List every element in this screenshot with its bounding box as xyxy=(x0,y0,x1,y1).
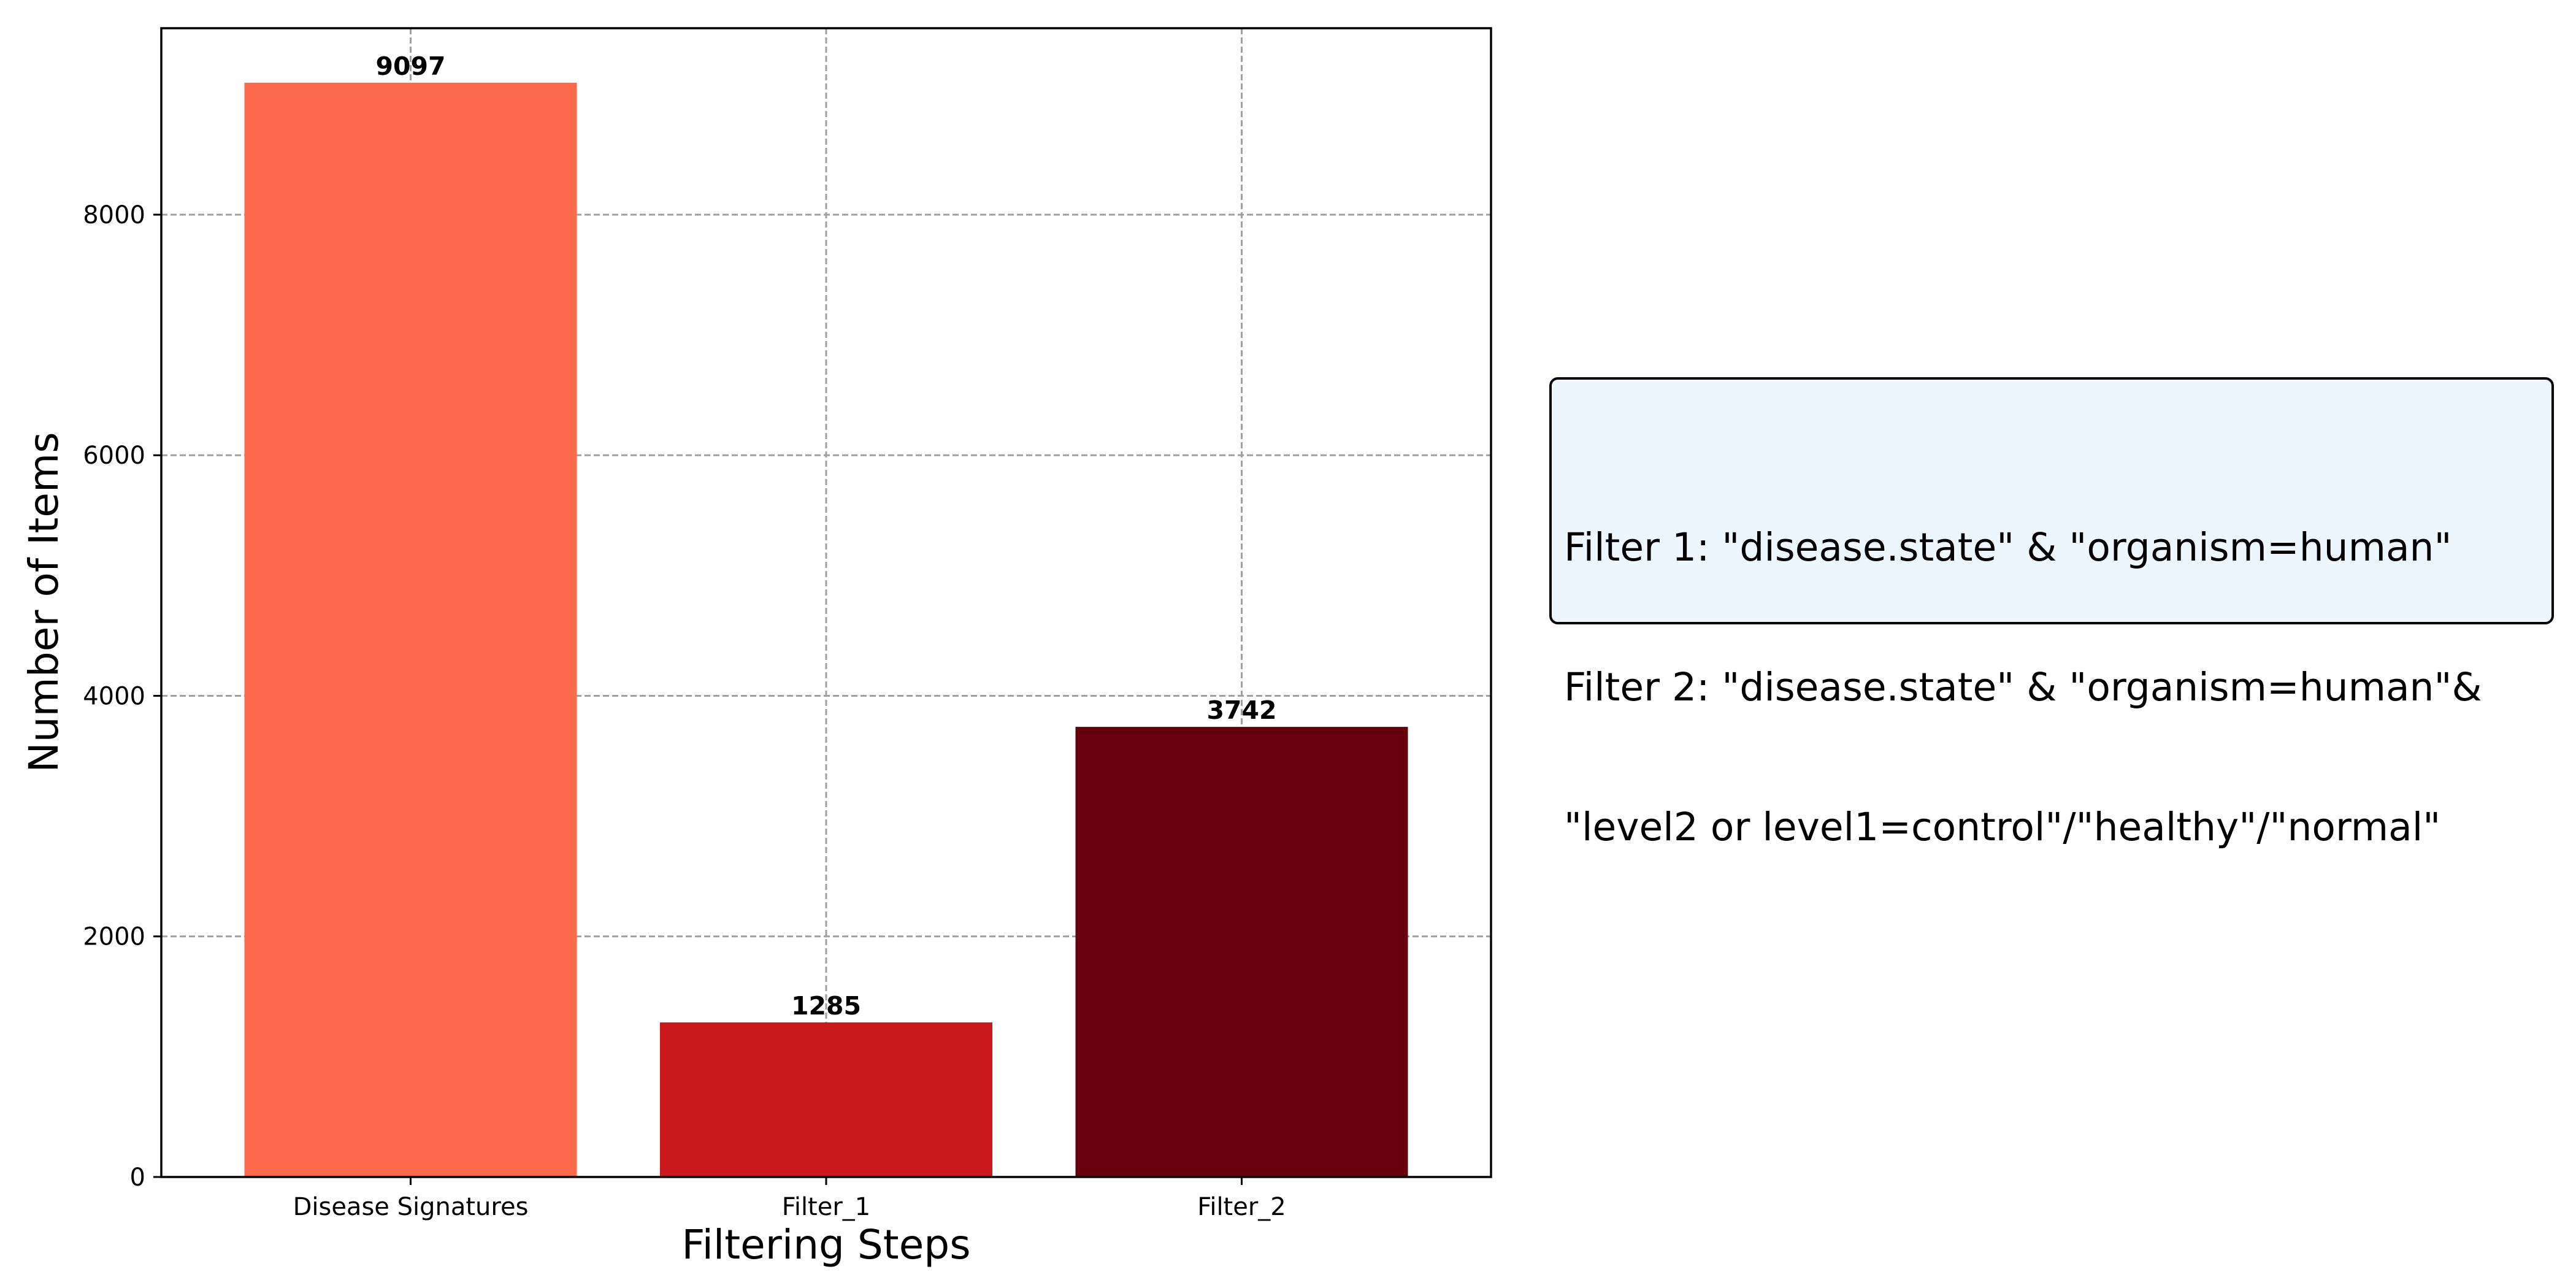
x-tick-label: Disease Signatures xyxy=(293,1193,529,1221)
filter-1-description: Filter 1: "disease.state" & "organism=hu… xyxy=(1564,525,2452,570)
data-labels: 9097 1285 3742 xyxy=(375,52,1276,1021)
bar-value-label: 3742 xyxy=(1206,696,1276,725)
bar-filter-1 xyxy=(660,1022,992,1177)
y-tick-label: 8000 xyxy=(83,201,145,229)
axis-ticks: 0 2000 4000 6000 8000 Disease Signatures Filte… xyxy=(83,201,1286,1221)
y-axis-title: Number of Items xyxy=(20,432,67,772)
filter-2-description-continued: "level2 or level1=control"/"healthy"/"no… xyxy=(1564,805,2441,849)
bars xyxy=(244,82,1408,1177)
filter-description-box: Filter 1: "disease.state" & "organism=hu… xyxy=(1549,377,2554,849)
filter-2-description: Filter 2: "disease.state" & "organism=hu… xyxy=(1564,665,2482,710)
y-tick-label: 0 xyxy=(130,1163,145,1192)
bar-disease-signatures xyxy=(244,82,577,1177)
y-tick-label: 6000 xyxy=(83,442,145,470)
x-axis-title: Filtering Steps xyxy=(681,1221,970,1268)
y-tick-label: 4000 xyxy=(83,682,145,710)
bar-value-label: 9097 xyxy=(375,52,445,81)
y-tick-label: 2000 xyxy=(83,923,145,951)
bar-value-label: 1285 xyxy=(791,991,861,1021)
bar-filter-2 xyxy=(1075,727,1408,1177)
x-tick-label: Filter_2 xyxy=(1197,1193,1286,1221)
x-tick-label: Filter_1 xyxy=(782,1193,871,1221)
